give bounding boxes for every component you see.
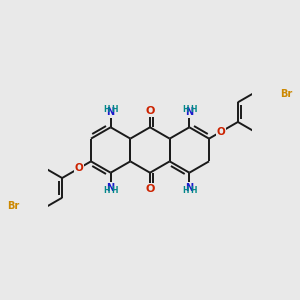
Text: H: H — [182, 186, 188, 195]
Text: O: O — [145, 184, 155, 194]
Text: H: H — [190, 186, 197, 195]
Text: O: O — [217, 127, 225, 137]
Text: N: N — [106, 183, 115, 193]
Text: Br: Br — [280, 89, 292, 99]
Text: H: H — [103, 105, 110, 114]
Text: O: O — [145, 106, 155, 116]
Text: H: H — [182, 105, 188, 114]
Text: N: N — [185, 183, 194, 193]
Text: H: H — [103, 186, 110, 195]
Text: Br: Br — [8, 201, 20, 211]
Text: H: H — [112, 105, 118, 114]
Text: N: N — [185, 107, 194, 117]
Text: O: O — [75, 163, 83, 173]
Text: H: H — [112, 186, 118, 195]
Text: H: H — [190, 105, 197, 114]
Text: N: N — [106, 107, 115, 117]
